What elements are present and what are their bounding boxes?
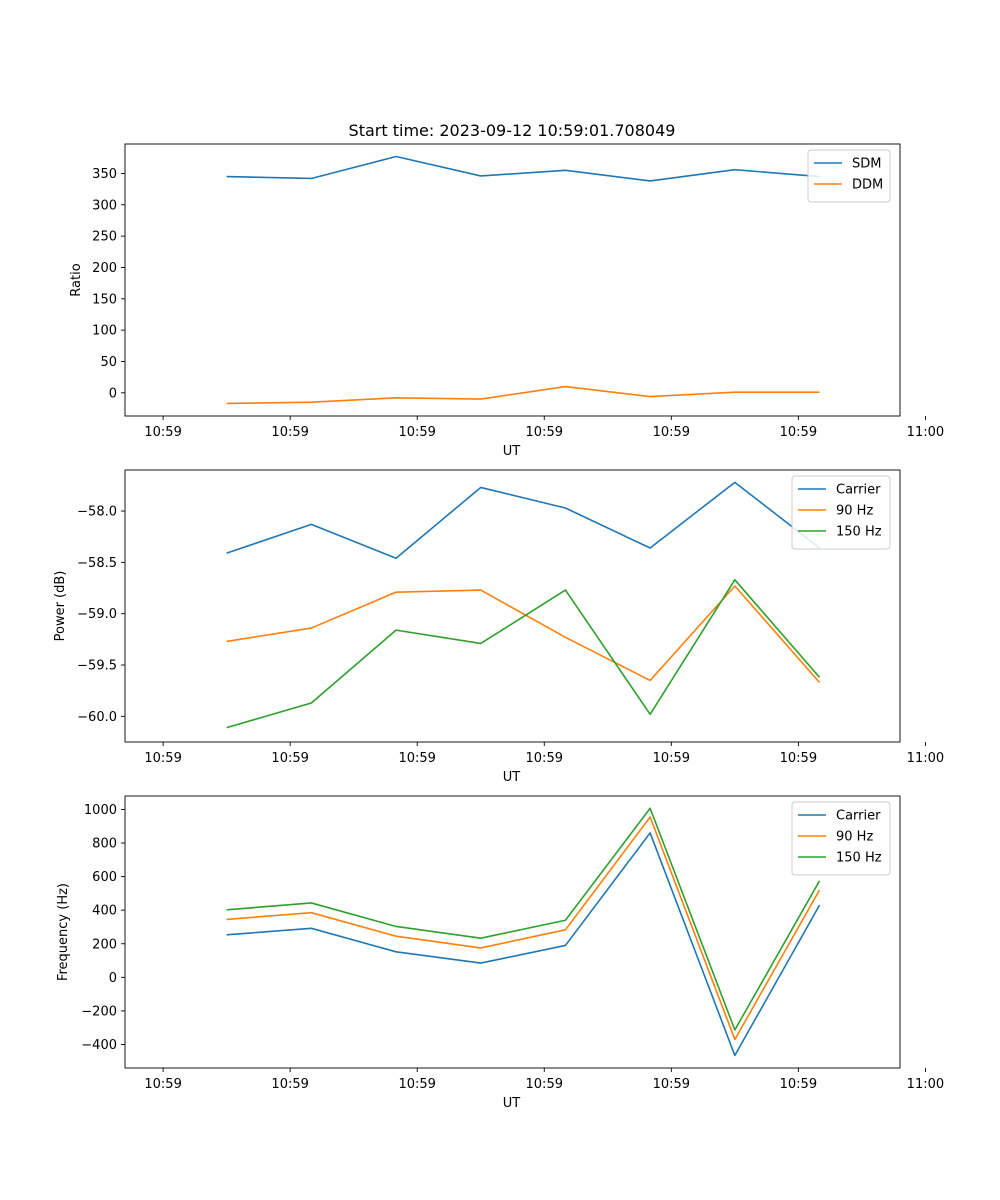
power-y-tick-label: −58.5 (77, 556, 117, 571)
frequency-y-tick-label: 0 (109, 971, 117, 986)
frequency-axes-frame (124, 795, 901, 1069)
power-y-tick-label: −59.5 (77, 659, 117, 674)
ratio-y-axis-label: Ratio (69, 263, 84, 296)
frequency-y-tick-label: 1000 (84, 803, 117, 818)
power-series-line-carrier (226, 481, 821, 560)
frequency-x-tick-label: 10:59 (271, 1077, 308, 1092)
ratio-x-tick-label: 10:59 (780, 425, 817, 440)
frequency-y-axis-label: Frequency (Hz) (56, 883, 71, 981)
power-x-tick-label: 11:00 (907, 751, 944, 766)
frequency-legend-label: 90 Hz (836, 830, 873, 845)
ratio-series-line-ddm (226, 385, 820, 405)
power-y-tick-label: −60.0 (77, 710, 117, 725)
power-x-tick-label: 10:59 (780, 751, 817, 766)
power-y-axis-label: Power (dB) (53, 571, 68, 642)
frequency-panel: 10:59 10:59 10:59 10:59 10:59 10:59 11:00 −400 −… (56, 795, 944, 1111)
power-y-tick-label: −59.0 (77, 607, 117, 622)
power-x-tick-label: 10:59 (526, 751, 563, 766)
frequency-x-tick-label: 11:00 (907, 1077, 944, 1092)
ratio-series-line-sdm (226, 155, 820, 182)
ratio-y-tick-label: 250 (92, 230, 117, 245)
ratio-y-tick-label: 0 (109, 386, 117, 401)
power-x-axis-label: UT (503, 770, 521, 785)
power-x-tick-label: 10:59 (398, 751, 435, 766)
ratio-y-tick-label: 150 (92, 292, 117, 307)
frequency-series-line-90-hz (226, 816, 821, 1041)
power-x-tick-label: 10:59 (653, 751, 690, 766)
ratio-x-tick-label: 10:59 (144, 425, 181, 440)
power-y-tick-label: −58.0 (77, 505, 117, 520)
frequency-legend-label: Carrier (836, 809, 881, 824)
frequency-x-tick-label: 10:59 (398, 1077, 435, 1092)
ratio-x-tick-label: 10:59 (271, 425, 308, 440)
ratio-x-axis-label: UT (503, 444, 521, 459)
frequency-legend-label: 150 Hz (836, 851, 882, 866)
ratio-axes-frame (124, 143, 901, 417)
ratio-legend-label: SDM (852, 157, 881, 172)
ratio-legend-label: DDM (852, 178, 883, 193)
frequency-y-tick-label: −400 (81, 1038, 117, 1053)
ratio-x-tick-label: 10:59 (526, 425, 563, 440)
frequency-x-axis-label: UT (503, 1096, 521, 1111)
ratio-x-tick-label: 10:59 (398, 425, 435, 440)
power-legend-label: 150 Hz (836, 525, 882, 540)
ratio-y-tick-label: 300 (92, 198, 117, 213)
frequency-y-tick-label: 800 (92, 837, 117, 852)
power-legend-label: Carrier (836, 483, 881, 498)
frequency-x-tick-label: 10:59 (780, 1077, 817, 1092)
ratio-panel: 10:59 10:59 10:59 10:59 10:59 10:59 11:00 0 50 10… (69, 143, 944, 459)
frequency-y-tick-label: −200 (81, 1004, 117, 1019)
frequency-x-tick-label: 10:59 (144, 1077, 181, 1092)
frequency-y-tick-label: 400 (92, 904, 117, 919)
ratio-x-tick-label: 10:59 (653, 425, 690, 440)
frequency-series-line-150-hz (226, 807, 821, 1031)
frequency-y-tick-label: 200 (92, 937, 117, 952)
power-x-tick-label: 10:59 (144, 751, 181, 766)
ratio-y-tick-label: 200 (92, 261, 117, 276)
frequency-series-line-carrier (226, 832, 821, 1057)
ratio-y-tick-label: 350 (92, 167, 117, 182)
power-x-tick-label: 10:59 (271, 751, 308, 766)
frequency-x-tick-label: 10:59 (526, 1077, 563, 1092)
ratio-y-tick-label: 100 (92, 324, 117, 339)
power-axes-frame (124, 469, 901, 743)
ratio-x-tick-label: 11:00 (907, 425, 944, 440)
power-panel: 10:59 10:59 10:59 10:59 10:59 10:59 11:00 −60.0… (53, 469, 944, 785)
frequency-y-tick-label: 600 (92, 870, 117, 885)
power-legend-label: 90 Hz (836, 504, 873, 519)
figure-title: Start time: 2023-09-12 10:59:01.708049 (349, 121, 676, 140)
ratio-y-tick-label: 50 (100, 355, 117, 370)
frequency-x-tick-label: 10:59 (653, 1077, 690, 1092)
power-series-line-150-hz (226, 579, 821, 729)
